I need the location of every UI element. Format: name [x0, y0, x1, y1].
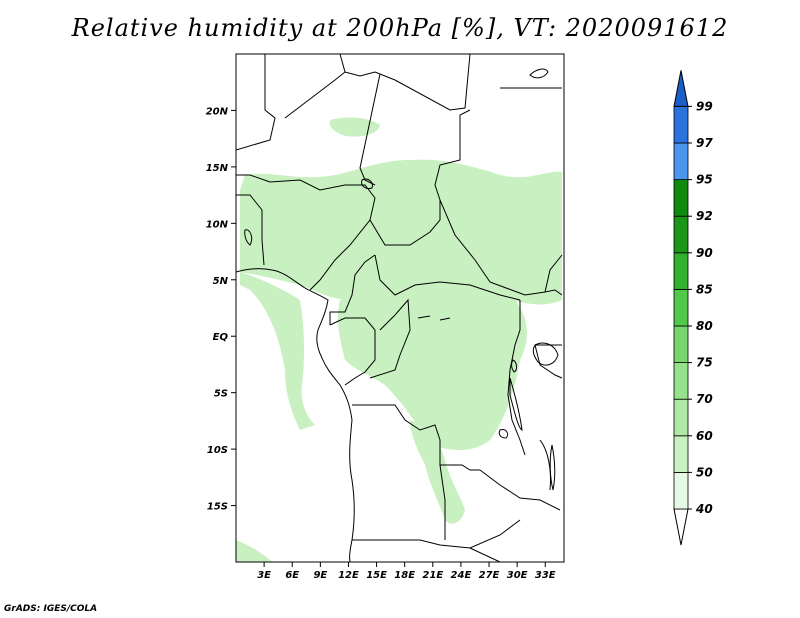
colorbar-lower-extension: [673, 508, 689, 546]
border-sahel-west: [236, 194, 265, 266]
border-zambia: [439, 464, 446, 540]
lake-malawi: [549, 444, 556, 491]
latitude-axis: 20N 15N 10N 5N EQ 5S 10S 15S: [206, 106, 236, 513]
humidity-area-central: [337, 280, 527, 450]
colorbar-level-label: 70: [696, 392, 713, 406]
border-ethiopia: [544, 254, 563, 293]
lon-tick-label: 3E: [257, 570, 271, 581]
lon-tick-label: 21E: [422, 570, 443, 581]
lat-tick-label: 15N: [206, 163, 229, 174]
border-libya-chad: [359, 73, 381, 186]
lon-tick-label: 24E: [451, 570, 472, 581]
border-congo-west: [329, 317, 376, 386]
humidity-area-sw-corner: [236, 540, 272, 562]
lon-tick-label: 12E: [338, 570, 359, 581]
colorbar-level-label: 80: [696, 319, 713, 333]
colorbar-level-label: 97: [696, 136, 713, 150]
lake-volta: [244, 229, 253, 246]
colorbar-segment: [673, 435, 689, 473]
lon-tick-label: 6E: [285, 570, 299, 581]
longitude-axis: 3E 6E 9E 12E 15E 18E 21E 24E 27E 30E 33E: [257, 562, 556, 581]
chart-title: Relative humidity at 200hPa [%], VT: 202…: [71, 14, 729, 42]
country-borders: [236, 54, 563, 562]
colorbar-level-label: 90: [696, 246, 713, 260]
lat-tick-label: 10N: [206, 219, 229, 230]
lake-mweru: [498, 429, 509, 439]
footer-credit: GrADS: IGES/COLA: [4, 604, 98, 614]
colorbar-level-label: 95: [696, 173, 713, 187]
colorbar-segment: [673, 362, 689, 400]
colorbar-labels: 40 50 60 70 75 80 85 90 92 95 97 99: [688, 99, 713, 516]
border-chad-car: [369, 200, 441, 246]
border-north-4: [434, 109, 491, 283]
lat-tick-label: 5N: [213, 276, 229, 287]
border-angola-north: [352, 404, 480, 471]
border-nigeria: [269, 179, 376, 291]
border-zimbabwe: [469, 547, 501, 562]
border-north-1: [236, 54, 276, 151]
humidity-field: [236, 117, 562, 562]
humidity-area-south: [410, 420, 465, 524]
lat-tick-label: 5S: [214, 389, 228, 400]
lon-tick-label: 9E: [313, 570, 327, 581]
map-frame: [235, 53, 565, 563]
colorbar-segment: [673, 179, 689, 217]
humidity-area-northeast: [240, 159, 562, 305]
lake-nubia: [529, 68, 549, 79]
lon-tick-label: 30E: [507, 570, 528, 581]
colorbar-level-label: 75: [696, 356, 713, 370]
lon-tick-label: 18E: [394, 570, 415, 581]
colorbar-upper-extension: [673, 70, 689, 107]
border-niger-mali: [236, 174, 271, 183]
border-mozambique: [479, 469, 561, 511]
lon-tick-label: 33E: [535, 570, 556, 581]
colorbar-segment: [673, 288, 689, 327]
congo-river-marks: [417, 315, 451, 321]
colorbar-level-label: 92: [696, 209, 713, 223]
border-tanzania-2: [534, 344, 563, 379]
lake-victoria: [532, 342, 559, 366]
colorbar-level-label: 85: [696, 282, 713, 296]
border-cameroon: [329, 254, 376, 325]
colorbar-segment: [673, 252, 689, 290]
border-north-2: [284, 54, 346, 119]
humidity-area-atlantic: [240, 272, 315, 430]
border-angola-south: [352, 519, 521, 549]
border-drc-west: [369, 298, 411, 379]
border-east-drc: [507, 300, 526, 456]
colorbar-level-label: 50: [696, 465, 713, 479]
colorbar-segment: [673, 215, 689, 254]
lon-tick-label: 15E: [366, 570, 387, 581]
colorbar-level-label: 40: [695, 502, 713, 516]
colorbar-level-label: 99: [696, 99, 713, 113]
colorbar-segment: [673, 471, 689, 510]
lat-tick-label: 10S: [207, 445, 228, 456]
colorbar-segments: [673, 70, 689, 546]
lat-tick-label: 20N: [206, 106, 229, 117]
lon-tick-label: 27E: [479, 570, 500, 581]
colorbar-segment: [673, 142, 689, 180]
colorbar-segment: [673, 106, 689, 144]
coastline-west-africa: [236, 268, 355, 562]
lake-tanganyika: [509, 377, 523, 431]
colorbar-segment: [673, 325, 689, 363]
lat-tick-label: 15S: [207, 502, 228, 513]
colorbar-level-label: 60: [696, 429, 713, 443]
border-car-south: [374, 254, 521, 301]
border-north-3: [344, 54, 471, 111]
lat-tick-label: EQ: [213, 332, 229, 343]
lake-chad: [361, 178, 373, 189]
border-malawi: [539, 439, 551, 491]
lake-kivu: [511, 359, 517, 373]
colorbar-segment: [673, 398, 689, 437]
